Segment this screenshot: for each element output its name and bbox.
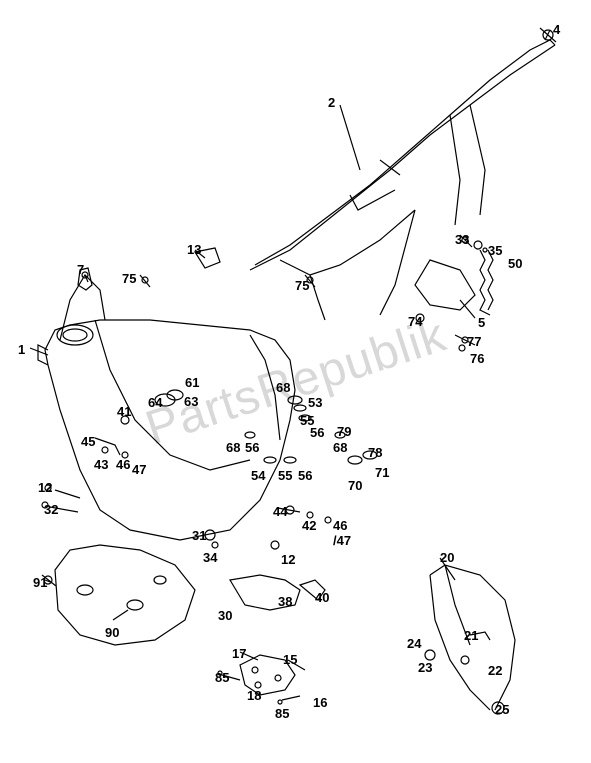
callout-61: 61 (185, 375, 199, 390)
callout-56: 56 (310, 425, 324, 440)
callout-38: 38 (278, 594, 292, 609)
callout-16: 16 (313, 695, 327, 710)
callout-17: 17 (232, 646, 246, 661)
callout-75: 75 (122, 271, 136, 286)
callout-90: 90 (105, 625, 119, 640)
callout-50: 50 (508, 256, 522, 271)
callout-53: 53 (308, 395, 322, 410)
callout-56: 56 (245, 440, 259, 455)
callout-64: 64 (148, 395, 162, 410)
callout-2: 2 (328, 95, 335, 110)
diagram-container: PartsRepublik (0, 0, 591, 763)
callout-24: 24 (407, 636, 421, 651)
callout-33: 33 (455, 232, 469, 247)
callout-77: 77 (467, 334, 481, 349)
callout-12: 12 (281, 552, 295, 567)
frame-line-art (0, 0, 591, 763)
callout-85: 85 (215, 670, 229, 685)
callout-15: 15 (283, 652, 297, 667)
callout-32: 32 (44, 502, 58, 517)
callout-46: 46 (333, 518, 347, 533)
callout-55: 55 (278, 468, 292, 483)
callout-23: 23 (418, 660, 432, 675)
callout-22: 22 (488, 663, 502, 678)
callout-18: 18 (247, 688, 261, 703)
callout-25: 25 (495, 702, 509, 717)
callout-13: 13 (187, 242, 201, 257)
callout-44: 44 (273, 504, 287, 519)
callout-68: 68 (226, 440, 240, 455)
callout-41: 41 (117, 404, 131, 419)
callout-63: 63 (184, 394, 198, 409)
callout-68: 68 (276, 380, 290, 395)
callout-70: 70 (348, 478, 362, 493)
callout-85: 85 (275, 706, 289, 721)
callout-74: 74 (408, 314, 422, 329)
callout-42: 42 (302, 518, 316, 533)
callout-47: 47 (132, 462, 146, 477)
callout-7: 7 (77, 262, 84, 277)
callout-40: 40 (315, 590, 329, 605)
callout-1: 1 (18, 342, 25, 357)
callout-21: 21 (464, 628, 478, 643)
callout-43: 43 (94, 457, 108, 472)
callout-12: 12 (38, 480, 52, 495)
callout-35: 35 (488, 243, 502, 258)
callout-76: 76 (470, 351, 484, 366)
callout-31: 31 (192, 528, 206, 543)
callout-4: 4 (553, 22, 560, 37)
callout-/47: /47 (333, 533, 351, 548)
callout-56: 56 (298, 468, 312, 483)
callout-45: 45 (81, 434, 95, 449)
callout-75: 75 (295, 278, 309, 293)
callout-46: 46 (116, 457, 130, 472)
callout-20: 20 (440, 550, 454, 565)
callout-34: 34 (203, 550, 217, 565)
callout-30: 30 (218, 608, 232, 623)
callout-91: 91 (33, 575, 47, 590)
callout-78: 78 (368, 445, 382, 460)
callout-79: 79 (337, 424, 351, 439)
callout-5: 5 (478, 315, 485, 330)
callout-71: 71 (375, 465, 389, 480)
callout-54: 54 (251, 468, 265, 483)
callout-68: 68 (333, 440, 347, 455)
